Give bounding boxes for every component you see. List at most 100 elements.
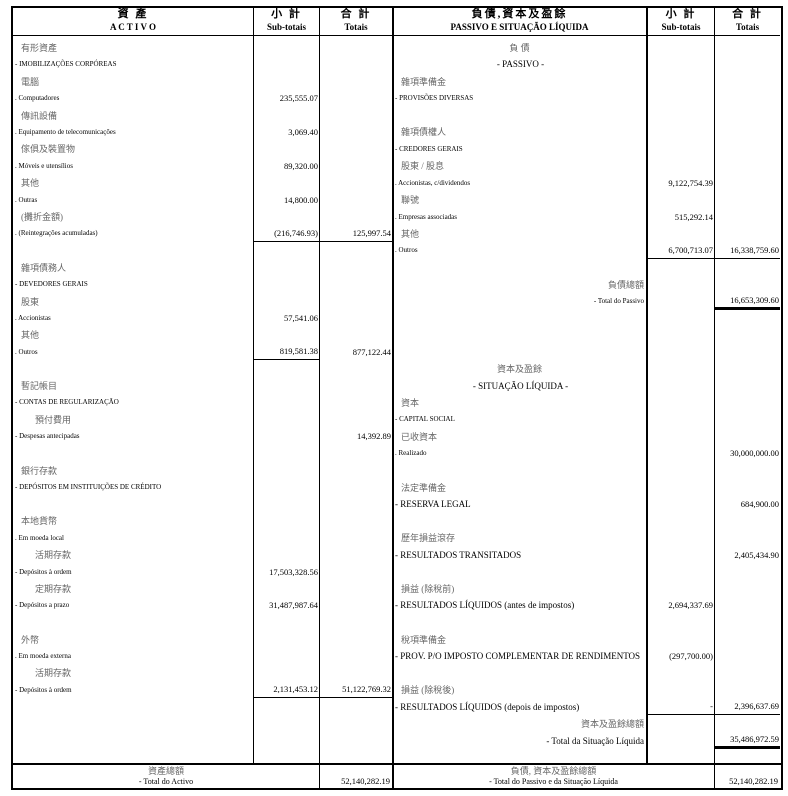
row-subtotal: 31,487,987.64 xyxy=(269,600,318,611)
row-label: . (Reintegrações acumuladas) xyxy=(15,229,98,238)
row-label: 雜項準備金 xyxy=(401,76,447,87)
row-total: 16,653,309.60 xyxy=(714,293,780,310)
row-label: 已收資本 xyxy=(401,431,438,442)
row-label: 暫記帳目 xyxy=(21,381,58,392)
activo-footer: 資產總額 - Total do Activo 52,140,282.19 xyxy=(13,763,392,788)
row-subtotal xyxy=(253,39,319,56)
row-total xyxy=(319,157,392,174)
row-label xyxy=(13,445,253,462)
row-total xyxy=(319,191,392,208)
table-row: 本地貨幣 xyxy=(13,512,392,529)
row-label xyxy=(393,512,646,529)
row-total xyxy=(319,445,392,462)
row-total xyxy=(319,124,392,141)
row-total xyxy=(319,614,392,631)
row-subtotal xyxy=(646,394,714,411)
row-subtotal xyxy=(646,343,714,360)
row-label: - CONTAS DE REGULARIZAÇÃO xyxy=(15,398,119,407)
row-subtotal xyxy=(253,614,319,631)
column-divider xyxy=(714,8,715,788)
row-label xyxy=(393,326,646,343)
table-row: 其他 xyxy=(393,225,780,242)
row-total xyxy=(319,495,392,512)
row-label: 資本及盈餘 xyxy=(496,364,542,375)
row-label: 其他 xyxy=(21,178,40,189)
row-subtotal xyxy=(253,512,319,529)
table-row xyxy=(393,310,780,327)
table-row: 傳訊設備 xyxy=(13,107,392,124)
row-label xyxy=(393,462,646,479)
total-zh: 合 計 xyxy=(340,8,372,20)
row-subtotal: (297,700.00) xyxy=(669,651,713,662)
activo-table: 資 產 A C T I V O 小 計 Sub-totais 合 計 Totai… xyxy=(11,6,394,790)
table-row: . Equipamento de telecomunicações 3,069.4… xyxy=(13,124,392,141)
activo-rows: 有形資產 - IMOBILIZAÇÕES CORPÓREAS 電腦 . Computa… xyxy=(13,39,392,699)
row-subtotal: 17,503,328.56 xyxy=(269,566,318,577)
row-subtotal xyxy=(253,259,319,276)
row-total xyxy=(714,157,780,174)
row-label: 損益 (除稅前) xyxy=(401,583,455,594)
total-pt: Totais xyxy=(735,22,760,32)
table-row: - Depósitos à ordem 17,503,328.56 xyxy=(13,563,392,580)
row-subtotal xyxy=(646,157,714,174)
row-total xyxy=(714,681,780,698)
row-total xyxy=(714,124,780,141)
column-divider xyxy=(646,8,648,763)
row-total xyxy=(714,56,780,73)
row-subtotal xyxy=(646,546,714,563)
table-row: . Accionistas, c/dividendos 9,122,754.39 xyxy=(393,174,780,191)
table-row: . Accionistas 57,541.06 xyxy=(13,310,392,327)
row-total xyxy=(714,39,780,56)
row-subtotal: 57,541.06 xyxy=(284,312,318,323)
row-label xyxy=(13,242,253,259)
row-total: 14,392.89 xyxy=(357,431,391,442)
row-subtotal xyxy=(646,631,714,648)
row-label: 活期存款 xyxy=(35,668,72,679)
row-total: 35,486,972.59 xyxy=(714,732,780,750)
passivo-title-zh: 負債,資本及盈餘 xyxy=(471,8,568,20)
row-label: 雜項債權人 xyxy=(401,127,447,138)
row-label: 預付費用 xyxy=(35,414,72,425)
row-total xyxy=(319,310,392,327)
row-subtotal xyxy=(253,208,319,225)
row-total xyxy=(714,140,780,157)
row-subtotal xyxy=(253,462,319,479)
row-total: 877,122.44 xyxy=(352,346,391,357)
row-label: - RESULTADOS LÍQUIDOS (antes de impostos… xyxy=(395,600,575,611)
table-row: - SITUAÇÃO LÍQUIDA - xyxy=(393,377,780,394)
table-row: 其他 xyxy=(13,174,392,191)
row-total xyxy=(714,276,780,293)
row-subtotal xyxy=(646,259,714,276)
row-total xyxy=(319,56,392,73)
table-row: - Depósitos a prazo 31,487,987.64 xyxy=(13,597,392,614)
row-subtotal xyxy=(646,563,714,580)
passivo-table: 負債,資本及盈餘 PASSIVO E SITUAÇÃO LÍQUIDA 小 計 … xyxy=(392,6,783,790)
table-row: 資本及盈餘 xyxy=(393,360,780,377)
row-subtotal xyxy=(646,124,714,141)
row-subtotal xyxy=(646,665,714,682)
row-label: - Depósitos à ordem xyxy=(15,567,72,576)
table-row: - DEPÓSITOS EM INSTITUIÇÕES DE CRÉDITO xyxy=(13,479,392,496)
table-row: - PROV. P/O IMPOSTO COMPLEMENTAR DE REND… xyxy=(393,648,780,665)
row-total xyxy=(714,90,780,107)
row-label: 銀行存款 xyxy=(21,465,58,476)
table-row: 已收資本 xyxy=(393,428,780,445)
row-subtotal xyxy=(253,242,319,259)
row-label: - PROV. P/O IMPOSTO COMPLEMENTAR DE REND… xyxy=(395,651,641,662)
table-row: - PASSIVO - xyxy=(393,56,780,73)
row-label: - DEVEDORES GERAIS xyxy=(15,280,88,289)
row-label: 有形資產 xyxy=(21,42,58,53)
table-row: - Total do Passivo 16,653,309.60 xyxy=(393,293,780,310)
row-subtotal xyxy=(646,462,714,479)
row-label: 傢俱及裝置物 xyxy=(21,144,76,155)
row-total xyxy=(319,546,392,563)
table-row xyxy=(393,462,780,479)
row-subtotal: 89,320.00 xyxy=(284,160,318,171)
table-row: . Móveis e utensílios 89,320.00 xyxy=(13,157,392,174)
row-label xyxy=(13,614,253,631)
row-label: - SITUAÇÃO LÍQUIDA - xyxy=(472,380,569,391)
row-total xyxy=(319,512,392,529)
row-subtotal: 235,555.07 xyxy=(279,93,318,104)
row-label: . Em moeda local xyxy=(15,533,64,542)
row-total xyxy=(319,140,392,157)
